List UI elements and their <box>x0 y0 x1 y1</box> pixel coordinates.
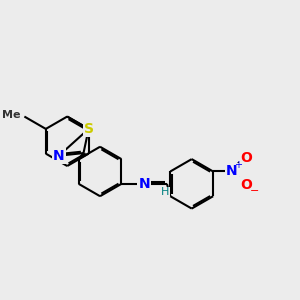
Text: +: + <box>234 160 242 170</box>
Text: H: H <box>161 187 170 197</box>
Text: S: S <box>84 122 94 136</box>
Text: N: N <box>53 149 65 163</box>
Text: N: N <box>138 177 150 191</box>
Text: N: N <box>226 164 238 178</box>
Text: −: − <box>250 187 260 196</box>
Text: O: O <box>241 178 253 192</box>
Text: O: O <box>241 151 253 165</box>
Text: Me: Me <box>2 110 20 120</box>
